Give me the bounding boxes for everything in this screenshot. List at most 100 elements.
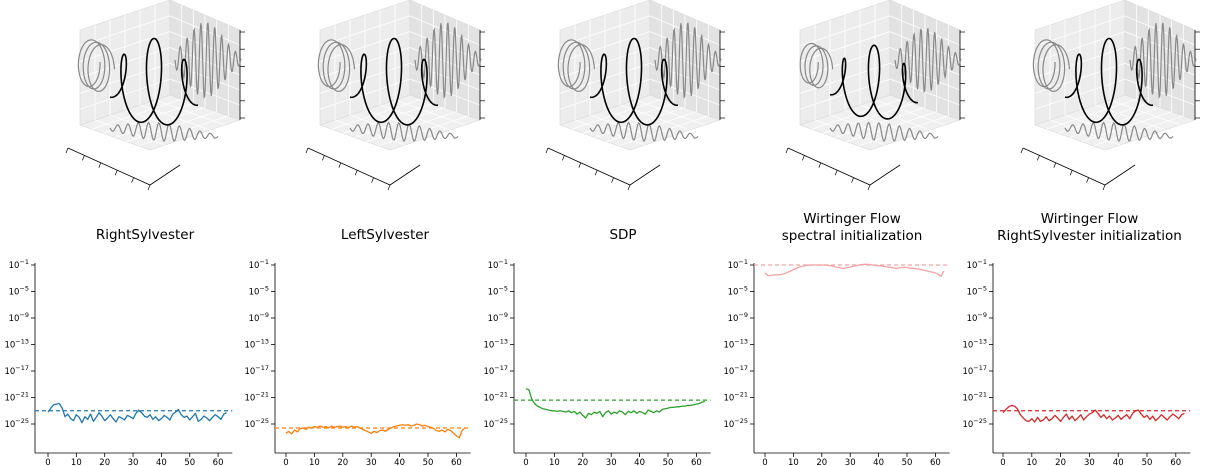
projection-left [557,39,595,93]
x-tick-label: 0 [1000,458,1005,466]
axis-tick [387,184,391,191]
helix-curve [829,44,919,120]
x-tick-label: 20 [816,458,827,466]
y-tick-label: 10−13 [723,338,748,351]
panel-title-3: SDP [609,227,637,243]
panel-title-1: RightSylvester [95,227,195,243]
axis-tick [545,147,549,154]
y-tick-label: 10−21 [244,391,269,404]
y-tick-label: 10−25 [723,417,748,430]
y-tick-label: 10−13 [244,338,269,351]
axis-tick [147,184,151,191]
y-tick-label: 10−25 [244,417,269,430]
plot3d-3 [545,0,725,191]
x-tick-label: 40 [634,458,645,466]
x-tick-label: 40 [156,458,167,466]
y-tick-label: 10−5 [249,285,269,298]
x-tick-label: 20 [99,458,110,466]
x-tick-label: 60 [213,458,224,466]
axis-tick [338,162,342,168]
y-tick-label: 10−21 [483,391,508,404]
panel-title-2: LeftSylvester [340,227,430,243]
x-tick-label: 30 [366,458,377,466]
x-tick-label: 20 [337,458,348,466]
x-tick-label: 0 [45,458,50,466]
x-tick-label: 0 [283,458,288,466]
axis-tick [627,184,631,191]
axis-tick [131,177,134,183]
y-tick-label: 10−13 [483,338,508,351]
x-tick-label: 10 [1026,458,1037,466]
projection-floor [349,121,459,143]
y-tick-label: 10−5 [9,285,29,298]
y-tick-label: 10−1 [9,258,29,271]
axis-tick [82,155,85,161]
x-tick-label: 30 [845,458,856,466]
axis-line [67,147,181,186]
y-tick-label: 10−9 [728,311,748,324]
y-tick-label: 10−5 [488,285,508,298]
x-tick-label: 40 [394,458,405,466]
x-tick-label: 60 [1170,458,1181,466]
y-tick-label: 10−9 [488,311,508,324]
axis-tick [1086,177,1089,183]
grid-line [154,99,226,126]
x-tick-label: 30 [128,458,139,466]
y-tick-label: 10−1 [488,258,508,271]
y-tick-label: 10−5 [967,285,987,298]
y-tick-label: 10−25 [4,417,29,430]
x-tick-label: 0 [762,458,767,466]
axis-tick [1020,147,1024,154]
plot3d-4 [785,0,965,191]
x-tick-label: 20 [577,458,588,466]
axis-tick [834,170,838,176]
axis-tick [114,170,118,176]
axis-tick [818,162,822,168]
helix-curve [1064,37,1154,126]
line-chart-2: 10−1 10−5 10−9 10−13 10−17 10−21 10−25 0 10 20 30 4… [244,258,471,466]
axis-tick [562,155,565,161]
panel-title-5: Wirtinger Flow RightSylvester initializat… [997,211,1182,244]
axis-tick [354,170,358,176]
x-tick-label: 10 [71,458,82,466]
axis-tick [1069,170,1073,176]
y-tick-label: 10−1 [728,258,748,271]
y-tick-label: 10−21 [962,391,987,404]
y-tick-label: 10−21 [4,391,29,404]
axis-tick [65,147,69,154]
series-line [525,388,706,419]
projection-floor [589,121,699,143]
axis-tick [1102,184,1106,191]
projection-left [799,42,834,89]
axis-tick [594,170,598,176]
x-tick-label: 50 [423,458,434,466]
y-tick-label: 10−17 [483,364,508,377]
y-tick-label: 10−25 [483,417,508,430]
line-chart-1: 10−1 10−5 10−9 10−13 10−17 10−21 10−25 0 10 20 30 4… [4,258,233,466]
projection-right [414,22,482,99]
x-tick-label: 30 [1084,458,1095,466]
axis-line [1022,147,1136,186]
grid-line [874,99,946,126]
helix-curve [589,37,679,126]
projection-floor [109,121,219,143]
projection-left [317,39,355,93]
y-tick-label: 10−1 [249,258,269,271]
y-tick-label: 10−9 [967,311,987,324]
axis-tick [1037,155,1040,161]
grid-line [634,99,706,126]
grid-line [319,78,411,110]
x-tick-label: 10 [309,458,320,466]
axis-tick [98,162,102,168]
axis-line [547,147,661,186]
axis-line [307,147,421,186]
grid-line [1109,99,1181,126]
x-tick-label: 50 [1142,458,1153,466]
x-tick-label: 40 [1113,458,1124,466]
x-tick-label: 50 [902,458,913,466]
plot3d-1 [65,0,245,191]
projection-right [174,22,242,99]
plot3d-2 [305,0,485,191]
projection-right [894,28,962,94]
y-tick-label: 10−9 [9,311,29,324]
